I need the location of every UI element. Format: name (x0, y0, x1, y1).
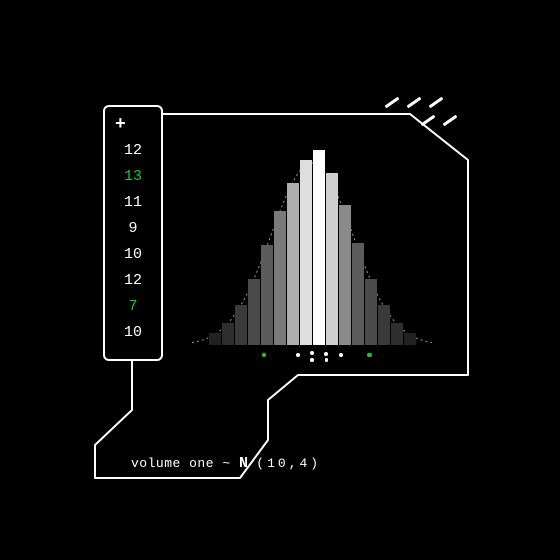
histogram-bar (352, 243, 364, 345)
sample-dot (367, 353, 371, 357)
histogram-bar (365, 279, 377, 345)
caption: volume one ~ N (10,4) (131, 455, 321, 472)
sample-dot (339, 353, 343, 357)
caption-params: (10,4) (256, 456, 321, 471)
histogram-bar (391, 323, 403, 345)
sample-dot (324, 352, 328, 356)
histogram-bar (339, 205, 351, 345)
value-item: 7 (105, 297, 161, 317)
caption-prefix: volume one ~ (131, 456, 231, 471)
value-item: 9 (105, 219, 161, 239)
value-list: 12 13 11 9 10 12 7 10 (105, 137, 161, 343)
value-item: 13 (105, 167, 161, 187)
indicator-stroke (421, 115, 436, 127)
histogram-bar (287, 183, 299, 345)
indicator-stroke (443, 115, 458, 127)
value-item: 10 (105, 323, 161, 343)
histogram-bar (222, 323, 234, 345)
histogram-bar (313, 150, 325, 345)
sample-dot (262, 353, 266, 357)
add-icon[interactable]: + (105, 115, 161, 137)
histogram-bar (209, 333, 221, 345)
value-item: 12 (105, 141, 161, 161)
sample-dot (310, 351, 315, 356)
sample-dot (310, 358, 314, 362)
stage: + 12 13 11 9 10 12 7 10 volume one ~ N (10,4) (0, 0, 560, 560)
value-item: 12 (105, 271, 161, 291)
histogram-bar (261, 245, 273, 345)
histogram-bar (235, 305, 247, 345)
indicator-strokes (384, 97, 472, 137)
histogram-bars (192, 135, 432, 345)
histogram-bar (326, 173, 338, 345)
histogram-bar (404, 333, 416, 345)
indicator-stroke (385, 97, 400, 109)
histogram-bar (248, 279, 260, 345)
indicator-stroke (429, 97, 444, 109)
value-item: 10 (105, 245, 161, 265)
sample-dot (325, 358, 328, 361)
histogram-bar (274, 211, 286, 345)
histogram-bar (300, 160, 312, 345)
caption-symbol: N (239, 455, 248, 472)
value-item: 11 (105, 193, 161, 213)
histogram-bar (378, 305, 390, 345)
sidebar-panel: + 12 13 11 9 10 12 7 10 (103, 105, 163, 361)
indicator-stroke (407, 97, 422, 109)
dot-strip (192, 347, 432, 365)
distribution-chart (192, 135, 432, 365)
sample-dot (296, 353, 300, 357)
